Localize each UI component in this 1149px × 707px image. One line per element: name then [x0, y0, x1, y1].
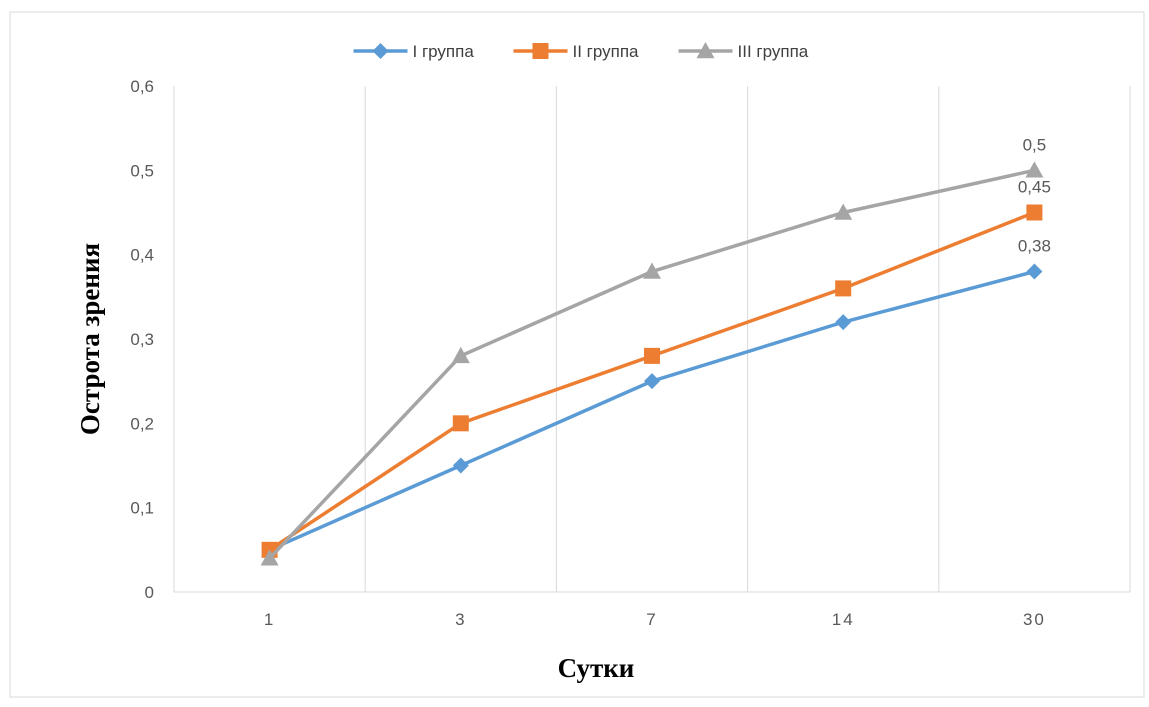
x-tick-label: 30 — [1023, 610, 1046, 629]
data-point — [260, 549, 279, 566]
y-tick-label: 0,4 — [130, 246, 154, 265]
x-tick-label: 14 — [832, 610, 855, 629]
legend: I группа II группа III группа — [353, 42, 809, 61]
data-point — [835, 314, 852, 331]
y-tick-label: 0,6 — [130, 77, 154, 96]
chart-border — [9, 11, 1145, 698]
y-tick-label: 0,5 — [130, 161, 154, 180]
axes: 0 0,1 0,2 0,3 0,4 0,5 0,6 1 3 7 14 30 — [130, 77, 1130, 629]
data-point — [835, 280, 852, 297]
series-3 — [260, 161, 1044, 566]
data-point — [644, 347, 660, 364]
legend-marker — [696, 42, 715, 59]
data-point — [644, 373, 660, 390]
legend-item: III группа — [678, 42, 809, 61]
data-point — [452, 457, 469, 474]
gridlines — [173, 86, 1131, 592]
data-point — [1026, 263, 1043, 280]
data-label: 0,45 — [1018, 178, 1051, 197]
x-tick-label: 1 — [264, 610, 275, 629]
y-tick-label: 0,1 — [130, 499, 154, 518]
legend-item: I группа — [353, 42, 475, 61]
legend-label: I группа — [413, 42, 475, 61]
y-tick-label: 0,2 — [130, 414, 154, 433]
data-point — [452, 415, 469, 432]
data-label: 0,38 — [1018, 237, 1051, 256]
data-point — [834, 203, 853, 220]
data-point — [451, 346, 470, 364]
legend-marker — [372, 43, 389, 59]
y-tick-label: 0,3 — [130, 330, 154, 349]
x-tick-label: 7 — [646, 610, 657, 629]
legend-item: II группа — [513, 42, 640, 61]
data-label: 0,5 — [1023, 135, 1047, 154]
y-tick-label: 0 — [145, 583, 154, 602]
legend-label: III группа — [738, 42, 809, 61]
legend-label: II группа — [573, 42, 640, 61]
data-point — [643, 262, 661, 279]
series-group — [260, 161, 1044, 566]
legend-marker — [532, 43, 549, 59]
x-tick-label: 3 — [455, 610, 466, 629]
data-point — [1026, 204, 1043, 221]
y-axis-title: Острота зрения — [75, 243, 105, 435]
x-axis-title: Сутки — [558, 653, 635, 683]
data-labels: 0,38 0,45 0,5 — [1018, 135, 1051, 255]
data-point — [1025, 161, 1044, 178]
